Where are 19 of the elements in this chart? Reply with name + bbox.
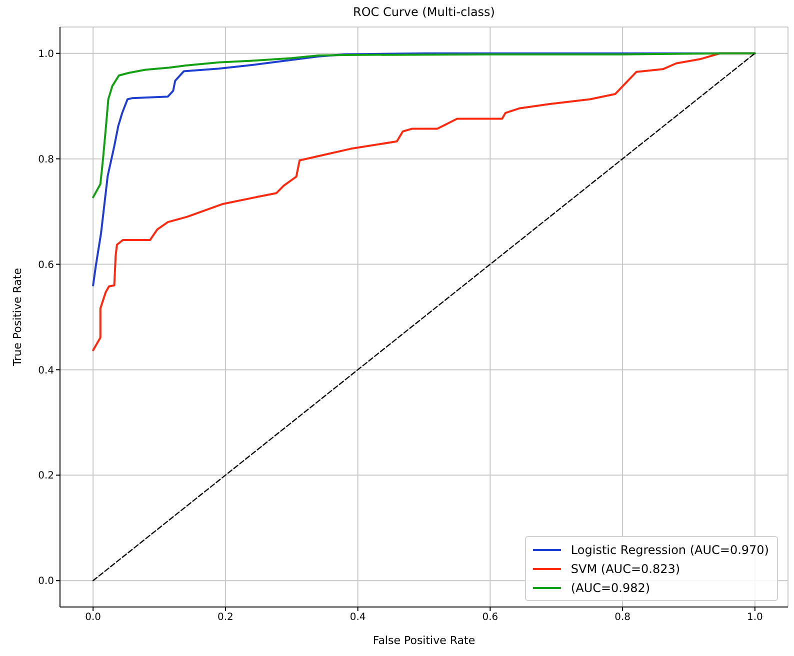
x-tick-label: 0.2 [218,612,234,624]
x-tick-label: 0.4 [350,612,366,624]
x-tick-label: 0.6 [482,612,498,624]
legend-label: Logistic Regression (AUC=0.970) [570,542,769,556]
y-tick-label: 0.6 [38,260,54,271]
legend-label: (AUC=0.982) [570,580,650,594]
legend-label: SVM (AUC=0.823) [570,562,680,576]
x-tick-label: 0.0 [85,612,102,624]
y-tick-label: 0.0 [38,576,54,588]
chart-title: ROC Curve (Multi-class) [352,5,496,20]
x-tick-label: 1.0 [746,612,763,624]
y-tick-label: 0.8 [38,154,54,166]
x-axis-title: False Positive Rate [372,634,476,647]
x-tick-label: 0.8 [614,612,630,624]
y-tick-label: 0.4 [38,365,54,376]
y-tick-label: 0.2 [38,470,54,482]
y-axis-title: True Positive Rate [10,268,24,367]
y-tick-label: 1.0 [38,48,54,60]
line-series [92,52,756,198]
